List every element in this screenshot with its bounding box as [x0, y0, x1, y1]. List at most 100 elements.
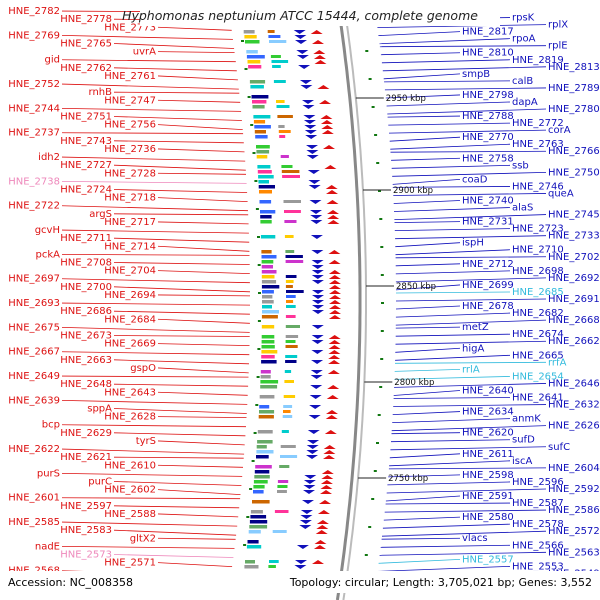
cog-block: [256, 155, 268, 159]
label-connector: [61, 278, 250, 284]
forward-gene-arrow: [326, 410, 338, 414]
gene-label-left: HNE_2761: [104, 71, 156, 82]
feature-strip: [277, 485, 288, 488]
marker-tick: [244, 68, 248, 70]
marker-tick: [371, 106, 375, 108]
label-connector: [394, 214, 547, 220]
gene-label-left: HNE_2649: [8, 371, 60, 382]
marker-tick: [246, 516, 250, 518]
label-connector: [157, 197, 248, 202]
reverse-gene-arrow: [308, 415, 321, 419]
forward-gene-arrow: [319, 100, 331, 104]
gene-label-right: rpsK: [512, 13, 535, 24]
gene-label-right: HNE_2699: [462, 280, 514, 291]
reverse-gene-arrow: [299, 80, 312, 84]
label-connector: [113, 164, 246, 171]
cog-block: [262, 295, 273, 299]
cog-block: [260, 370, 271, 374]
forward-gene-arrow: [328, 360, 341, 364]
gene-label-left: HNE_2628: [104, 412, 156, 423]
cog-block: [243, 30, 255, 34]
label-connector: [157, 367, 249, 374]
gene-label-left: HNE_2588: [104, 509, 156, 520]
cog-block: [252, 100, 267, 104]
label-connector: [113, 432, 246, 437]
gene-label-right: HNE_2641: [512, 393, 564, 404]
reverse-gene-arrow: [311, 325, 324, 329]
reverse-gene-arrow: [295, 40, 307, 44]
gene-label-right: anmK: [512, 414, 541, 425]
label-connector: [395, 270, 511, 275]
marker-tick: [377, 414, 381, 416]
label-connector: [385, 502, 511, 505]
cog-block: [244, 35, 257, 39]
gene-label-left: HNE_2667: [8, 347, 60, 358]
marker-tick: [257, 320, 261, 322]
reverse-gene-arrow: [300, 510, 313, 514]
gene-label-right: HNE_2592: [548, 484, 600, 495]
cog-block: [254, 475, 270, 479]
label-connector: [113, 505, 240, 509]
label-connector: [382, 523, 511, 529]
gene-label-left: HNE_2597: [60, 501, 112, 512]
gene-label-right: ispH: [462, 238, 484, 249]
cog-block: [261, 345, 275, 349]
reverse-gene-arrow: [304, 125, 317, 129]
reverse-gene-arrow: [306, 445, 319, 449]
label-connector: [157, 464, 244, 468]
feature-strip: [272, 65, 281, 68]
cog-block: [262, 300, 274, 304]
gene-label-left: HNE_2663: [60, 355, 112, 366]
gene-label-left: HNE_2693: [8, 298, 60, 309]
reverse-gene-arrow: [299, 520, 312, 524]
forward-gene-arrow: [328, 315, 341, 319]
forward-gene-arrow: [321, 470, 334, 474]
gene-label-right: vlacs: [462, 533, 488, 544]
forward-gene-arrow: [314, 60, 327, 64]
gene-label-right: rrfA: [548, 357, 567, 368]
cog-block: [245, 560, 255, 564]
forward-gene-arrow: [321, 130, 334, 134]
gene-label-right: queA: [548, 188, 574, 199]
label-connector: [395, 291, 511, 294]
forward-gene-arrow: [328, 350, 341, 354]
forward-gene-arrow: [328, 355, 341, 359]
feature-strip: [286, 295, 296, 298]
gene-label-right: iscA: [512, 456, 532, 467]
cog-block: [257, 165, 271, 169]
label-connector: [393, 193, 547, 196]
marker-tick: [371, 498, 375, 500]
forward-gene-arrow: [328, 270, 341, 274]
marker-tick: [380, 246, 384, 248]
marker-tick: [365, 50, 369, 52]
label-connector: [390, 446, 547, 451]
gene-label-right: metZ: [462, 322, 489, 333]
forward-gene-arrow: [327, 215, 340, 219]
reverse-gene-arrow: [304, 475, 317, 479]
cog-block: [252, 500, 270, 504]
cog-block: [256, 450, 274, 454]
gene-label-right: HNE_2566: [512, 540, 564, 551]
cog-block: [258, 175, 274, 179]
gene-label-right: HNE_2678: [462, 301, 514, 312]
reverse-gene-arrow: [306, 150, 319, 154]
label-connector: [395, 249, 511, 256]
genome-backbone: [335, 0, 367, 600]
gene-label-left: HNE_2583: [60, 525, 112, 536]
forward-gene-arrow: [327, 385, 340, 389]
gene-label-left: HNE_2704: [104, 266, 156, 277]
label-connector: [380, 52, 461, 56]
cog-block: [261, 315, 278, 319]
forward-gene-arrow: [328, 280, 341, 284]
cog-block: [244, 565, 259, 569]
reverse-gene-arrow: [312, 310, 324, 314]
forward-gene-arrow: [320, 115, 333, 119]
feature-strip: [284, 210, 301, 213]
forward-gene-arrow: [325, 185, 338, 189]
gene-label-left: HNE_2737: [8, 128, 60, 139]
reverse-gene-arrow: [310, 215, 323, 219]
forward-gene-arrow: [329, 300, 341, 304]
label-connector: [385, 94, 461, 99]
gene-label-left: HNE_2700: [60, 282, 112, 293]
label-connector: [157, 562, 233, 567]
